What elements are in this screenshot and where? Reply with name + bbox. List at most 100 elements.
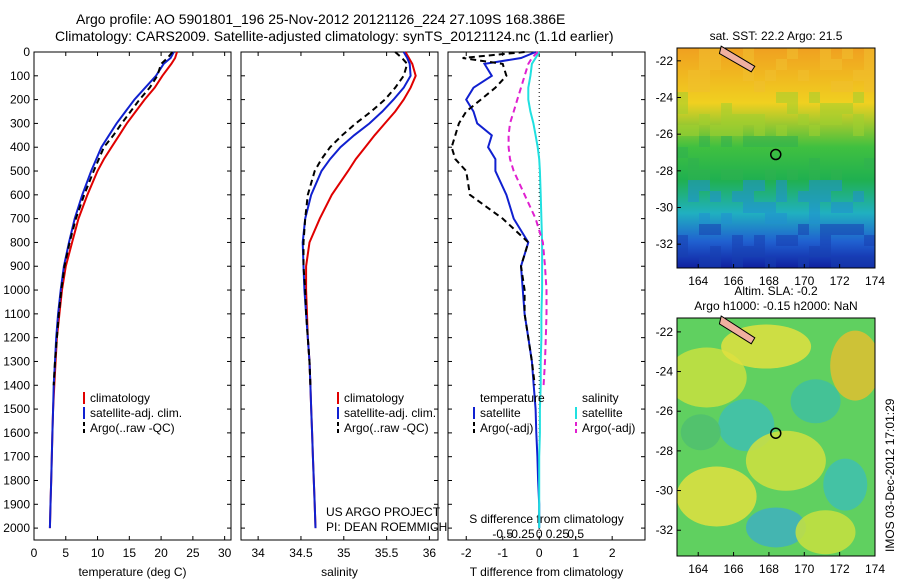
y-tick-label: -24 bbox=[656, 91, 674, 105]
sst-cell bbox=[688, 125, 699, 136]
x-tick-label: 0 bbox=[31, 546, 38, 560]
sst-cell bbox=[776, 180, 787, 191]
sst-cell bbox=[688, 169, 699, 180]
sst-cell bbox=[809, 191, 820, 202]
sst-cell bbox=[831, 81, 842, 92]
legend-temp-satellite: satellite bbox=[480, 406, 521, 420]
sst-cell bbox=[699, 59, 710, 70]
legend-sal-satellite: satellite bbox=[582, 406, 623, 420]
sst-cell bbox=[864, 257, 875, 268]
sst-cell bbox=[864, 59, 875, 70]
y-tick-label: 1700 bbox=[3, 450, 30, 464]
sst-cell bbox=[732, 125, 743, 136]
sst-cell bbox=[732, 114, 743, 125]
sst-cell bbox=[677, 125, 688, 136]
x-tick-label: 20 bbox=[154, 546, 168, 560]
sst-cell bbox=[820, 191, 831, 202]
sst-cell bbox=[754, 136, 765, 147]
y-tick-label: 700 bbox=[10, 212, 30, 226]
x-tick-label: 10 bbox=[91, 546, 105, 560]
plot-frame bbox=[33, 51, 232, 541]
sst-cell bbox=[776, 59, 787, 70]
diff-series-line-2 bbox=[450, 51, 536, 386]
sst-cell bbox=[842, 224, 853, 235]
legend-entry-3: Argo(..raw -QC) bbox=[344, 421, 429, 435]
sst-cell bbox=[842, 103, 853, 114]
y-tick-label: 600 bbox=[10, 188, 30, 202]
map-title-line-1: Altim. SLA: -0.2 bbox=[734, 284, 818, 298]
x-tick-label: 172 bbox=[830, 274, 850, 288]
sst-cell bbox=[732, 257, 743, 268]
argo-position-marker bbox=[770, 427, 782, 439]
sst-cell bbox=[754, 235, 765, 246]
y-tick-label: 1600 bbox=[3, 426, 30, 440]
sst-cell bbox=[721, 136, 732, 147]
plot-frame bbox=[240, 51, 439, 541]
sst-cell bbox=[864, 48, 875, 59]
x-tick-label: 34.5 bbox=[289, 546, 313, 560]
sst-cell bbox=[677, 246, 688, 257]
sst-cell bbox=[853, 114, 864, 125]
sst-cell bbox=[765, 257, 776, 268]
sst-cell bbox=[688, 81, 699, 92]
sst-cell bbox=[787, 103, 798, 114]
sst-cell bbox=[743, 114, 754, 125]
y-tick-label: 900 bbox=[10, 259, 30, 273]
sla-blob bbox=[745, 430, 826, 491]
map-frame bbox=[676, 317, 876, 557]
sst-cell bbox=[677, 147, 688, 158]
s-tick-label: 0.5 bbox=[567, 527, 584, 541]
sst-cell bbox=[798, 191, 809, 202]
map-panel-2: 164 166 168 170 172 174 -22 -24 -26 -28 -30 -32 Alti… bbox=[656, 284, 886, 576]
sst-cell bbox=[853, 191, 864, 202]
sst-cell bbox=[721, 114, 732, 125]
y-tick-label: 500 bbox=[10, 164, 30, 178]
argo-position-marker bbox=[770, 148, 782, 161]
map-title-line-2: Argo h1000: -0.15 h2000: NaN bbox=[694, 299, 857, 313]
sst-cell bbox=[809, 246, 820, 257]
sst-cell bbox=[710, 191, 721, 202]
island-shape bbox=[718, 45, 756, 73]
x-tick-label: 170 bbox=[794, 562, 814, 576]
x-tick-label: 36 bbox=[423, 546, 437, 560]
y-tick-label: 1300 bbox=[3, 354, 30, 368]
sst-cell bbox=[842, 48, 853, 59]
sst-cell bbox=[809, 92, 820, 103]
sst-cell bbox=[688, 70, 699, 81]
y-tick-label: 400 bbox=[10, 140, 30, 154]
sst-cell bbox=[699, 213, 710, 224]
x-tick-label: 35.5 bbox=[375, 546, 399, 560]
sst-cell bbox=[776, 191, 787, 202]
sst-cell bbox=[809, 125, 820, 136]
sst-cell bbox=[787, 169, 798, 180]
sst-cell bbox=[820, 103, 831, 114]
y-tick-label: 2000 bbox=[3, 521, 30, 535]
sst-cell bbox=[721, 213, 732, 224]
sst-cell bbox=[809, 202, 820, 213]
sst-cell bbox=[754, 246, 765, 257]
s-tick-label: 0 bbox=[536, 527, 543, 541]
sst-cell bbox=[798, 70, 809, 81]
y-tick-label: 800 bbox=[10, 235, 30, 249]
sst-cell bbox=[710, 246, 721, 257]
sst-cell bbox=[699, 224, 710, 235]
sst-cell bbox=[677, 92, 688, 103]
profile-panel-3: -2 -1 0 1 2 T difference from climatology -0.5… bbox=[447, 51, 646, 579]
y-tick-label: -26 bbox=[656, 404, 674, 418]
x-tick-label: -1 bbox=[497, 546, 508, 560]
sst-cell bbox=[754, 114, 765, 125]
y-tick-label: 300 bbox=[10, 116, 30, 130]
sst-cell bbox=[831, 114, 842, 125]
profile-title-line2: Climatology: CARS2009. Satellite-adjuste… bbox=[55, 28, 614, 44]
pi-label: PI: DEAN ROEMMICH bbox=[326, 520, 447, 534]
sst-cell bbox=[754, 125, 765, 136]
sst-cell bbox=[820, 180, 831, 191]
y-tick-label: -32 bbox=[656, 237, 674, 251]
island-shape bbox=[718, 315, 756, 345]
sst-cell bbox=[743, 180, 754, 191]
sst-cell bbox=[765, 169, 776, 180]
y-tick-label: -32 bbox=[656, 523, 674, 537]
sst-cell bbox=[787, 136, 798, 147]
sst-cell bbox=[765, 202, 776, 213]
x-tick-label: 15 bbox=[123, 546, 137, 560]
